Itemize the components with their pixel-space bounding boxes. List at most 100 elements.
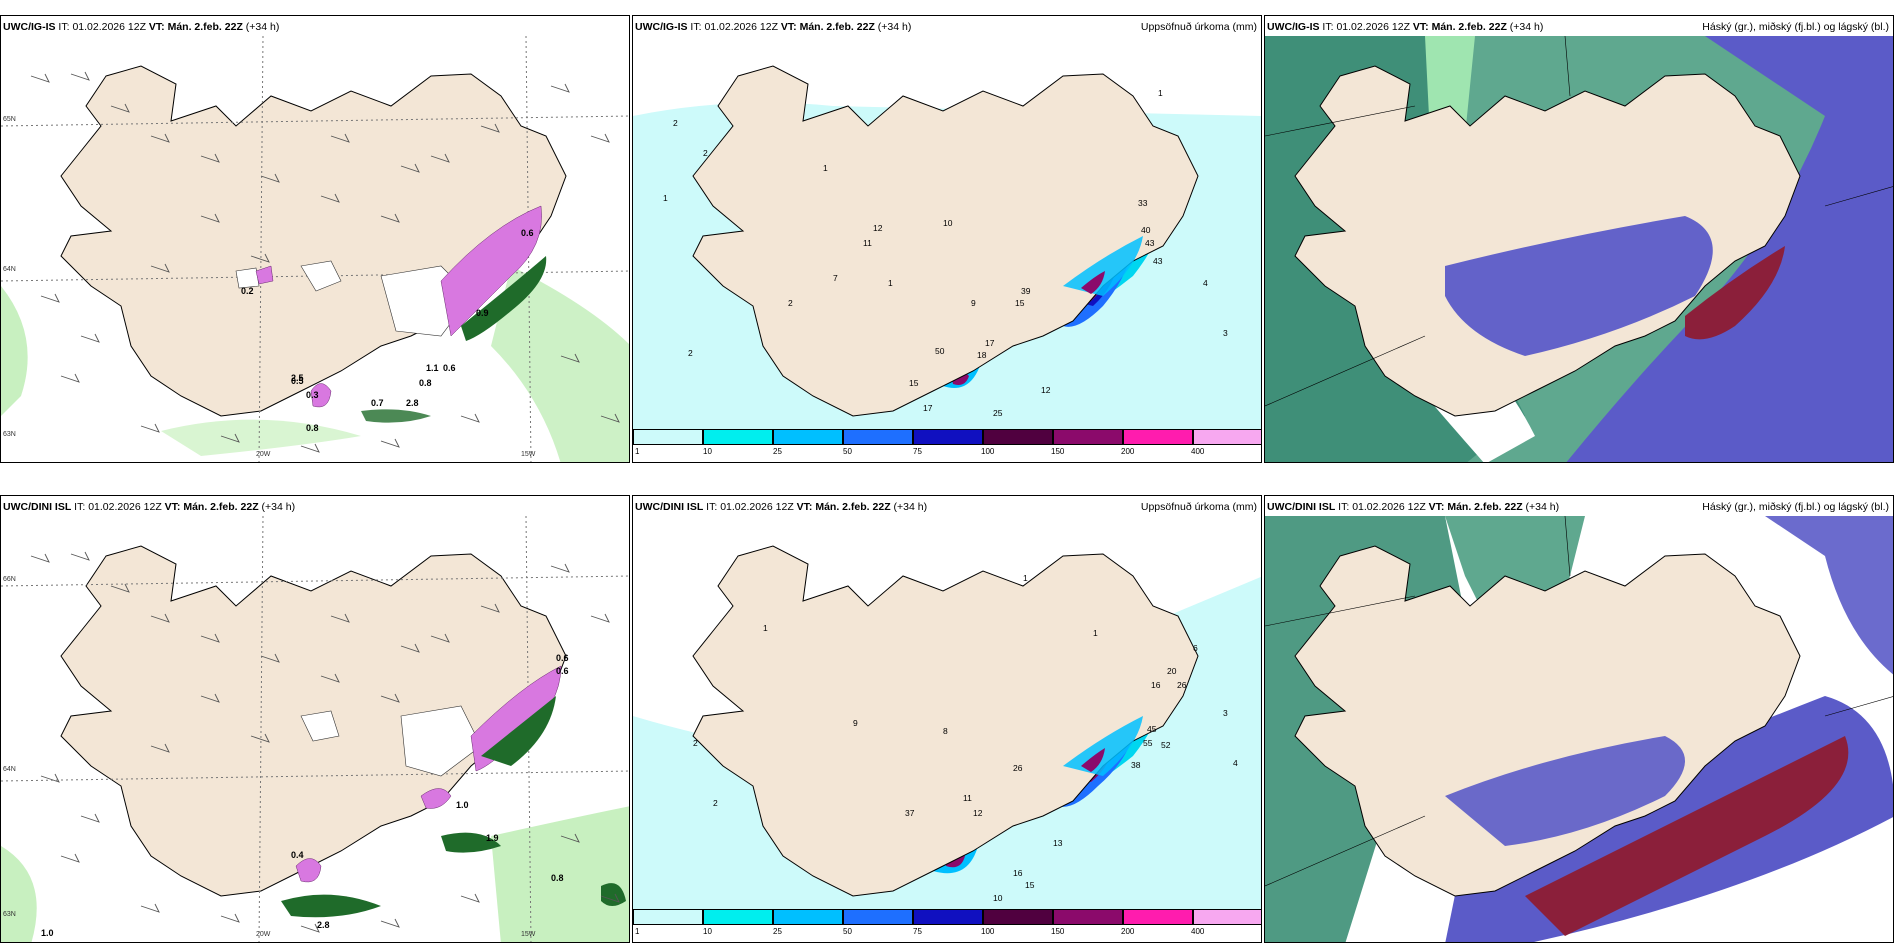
precip-label: 40 — [1141, 225, 1151, 235]
wind-label: 2.5 — [291, 373, 304, 383]
precip-label: 2 — [788, 298, 793, 308]
wind-label: 0.4 — [291, 850, 304, 860]
precip-label: 15 — [1025, 880, 1035, 890]
precip-label: 16 — [1151, 680, 1161, 690]
precip-label: 12 — [1041, 385, 1051, 395]
precip-title: Uppsöfnuð úrkoma (mm) — [1140, 501, 1257, 513]
precip-label: 8 — [943, 726, 948, 736]
top-wind-panel: UWC/IG-IS IT: 01.02.2026 12Z VT: Mán. 2.… — [0, 15, 630, 463]
map: 2 2 1 1 2 12 11 10 7 2 1 9 39 15 17 18 5… — [633, 65, 1261, 444]
lat-label: 64N — [3, 266, 16, 273]
top-precip-panel: UWC/IG-IS IT: 01.02.2026 12Z VT: Mán. 2.… — [632, 15, 1262, 463]
colorbar-bin — [633, 909, 703, 925]
precip-label: 26 — [1177, 680, 1187, 690]
colorbar-tick: 100 — [981, 447, 995, 456]
precip-label: 1 — [663, 193, 668, 203]
map — [1265, 516, 1893, 942]
colorbar-tick: 100 — [981, 927, 995, 936]
colorbar-bin — [913, 909, 983, 925]
precip-label: 3 — [1223, 708, 1228, 718]
lon-label: 20W — [256, 451, 271, 458]
precip-label: 26 — [1013, 763, 1023, 773]
lat-label: 64N — [3, 766, 16, 773]
colorbar-bin — [703, 909, 773, 925]
precip-label: 16 — [1013, 868, 1023, 878]
bottom-mid-title: UWC/DINI ISL IT: 01.02.2026 12Z VT: Mán.… — [635, 501, 928, 513]
precip-label: 12 — [873, 223, 883, 233]
colorbar-bin — [1193, 909, 1261, 925]
wind-label: 1.0 — [41, 928, 54, 938]
rain-shading — [361, 256, 547, 423]
colorbar-tick: 200 — [1121, 447, 1135, 456]
cloud-title: Háský (gr.), miðský (fj.bl.) og lágský (… — [1702, 21, 1889, 33]
colorbar — [633, 909, 1261, 925]
map: 1 1 1 2 9 6 3 2 8 37 12 11 26 20 16 26 4… — [633, 545, 1261, 924]
wind-label: 0.6 — [556, 666, 569, 676]
bottom-left-title: UWC/DINI ISL IT: 01.02.2026 12Z VT: Mán.… — [3, 501, 296, 513]
precip-label: 33 — [1138, 198, 1148, 208]
colorbar-tick: 75 — [913, 927, 922, 936]
bottom-precip-panel: UWC/DINI ISL IT: 01.02.2026 12Z VT: Mán.… — [632, 495, 1262, 943]
precip-label: 10 — [993, 893, 1003, 903]
colorbar-tick: 150 — [1051, 447, 1065, 456]
precip-label: 1 — [888, 278, 893, 288]
colorbar-bin — [843, 909, 913, 925]
top-mid-title: UWC/IG-IS IT: 01.02.2026 12Z VT: Mán. 2.… — [635, 21, 912, 33]
bottom-wind-panel: UWC/DINI ISL IT: 01.02.2026 12Z VT: Mán.… — [0, 495, 630, 943]
precip-label: 1 — [1093, 628, 1098, 638]
wind-label: 0.8 — [419, 378, 432, 388]
map: 0.4 1.9 2.8 1.0 0.8 1.0 0.6 0.6 — [1, 516, 629, 942]
bottom-right-title: UWC/DINI ISL IT: 01.02.2026 12Z VT: Mán.… — [1267, 501, 1560, 513]
top-right-title: UWC/IG-IS IT: 01.02.2026 12Z VT: Mán. 2.… — [1267, 21, 1544, 33]
precip-label: 10 — [943, 218, 953, 228]
bottom-cloud-panel: UWC/DINI ISL IT: 01.02.2026 12Z VT: Mán.… — [1264, 495, 1894, 943]
precip-label: 2 — [688, 348, 693, 358]
wind-label: 0.5 — [291, 376, 304, 386]
precip-label: 39 — [1021, 286, 1031, 296]
precip-title: Uppsöfnuð úrkoma (mm) — [1140, 21, 1257, 33]
precip-label: 43 — [1145, 238, 1155, 248]
lat-label: 63N — [3, 911, 16, 918]
colorbar-bin — [843, 429, 913, 445]
precip-label: 12 — [973, 808, 983, 818]
colorbar-tick: 10 — [703, 927, 712, 936]
colorbar-bin — [1053, 429, 1123, 445]
precip-label: 1 — [1158, 88, 1163, 98]
precip-label: 7 — [833, 273, 838, 283]
colorbar-tick: 1 — [635, 927, 640, 936]
colorbar — [633, 429, 1261, 445]
precip-label: 38 — [1131, 760, 1141, 770]
precip-label: 2 — [673, 118, 678, 128]
precip-label: 9 — [971, 298, 976, 308]
precip-label: 13 — [1053, 838, 1063, 848]
colorbar-tick: 50 — [843, 927, 852, 936]
cloud-title: Háský (gr.), miðský (fj.bl.) og lágský (… — [1702, 501, 1889, 513]
wind-barbs — [30, 71, 620, 453]
precip-label: 3 — [1223, 328, 1228, 338]
colorbar-bin — [1053, 909, 1123, 925]
map: 0.2 0.5 0.3 0.7 0.8 2.8 0.6 1.1 0.9 0.8 … — [1, 36, 629, 462]
top-left-title: UWC/IG-IS IT: 01.02.2026 12Z VT: Mán. 2.… — [3, 21, 280, 33]
colorbar-bin — [773, 429, 843, 445]
precip-label: 20 — [1167, 666, 1177, 676]
wind-label: 0.9 — [476, 308, 489, 318]
precip-label: 17 — [923, 403, 933, 413]
colorbar-tick: 10 — [703, 447, 712, 456]
colorbar-tick: 400 — [1191, 447, 1205, 456]
precip-label: 2 — [713, 798, 718, 808]
precip-label: 1 — [823, 163, 828, 173]
colorbar-bin — [1193, 429, 1261, 445]
lon-label: 15W — [521, 931, 536, 938]
colorbar-bin — [913, 429, 983, 445]
precip-label: 1 — [763, 623, 768, 633]
precip-label: 15 — [909, 378, 919, 388]
colorbar-tick: 200 — [1121, 927, 1135, 936]
colorbar-bin — [773, 909, 843, 925]
precip-label: 9 — [853, 718, 858, 728]
wind-label: 0.8 — [551, 873, 564, 883]
colorbar-bin — [1123, 909, 1193, 925]
lon-label: 15W — [521, 451, 536, 458]
snow-shading — [255, 205, 542, 408]
precip-label: 52 — [1161, 740, 1171, 750]
wind-label: 2.8 — [406, 398, 419, 408]
